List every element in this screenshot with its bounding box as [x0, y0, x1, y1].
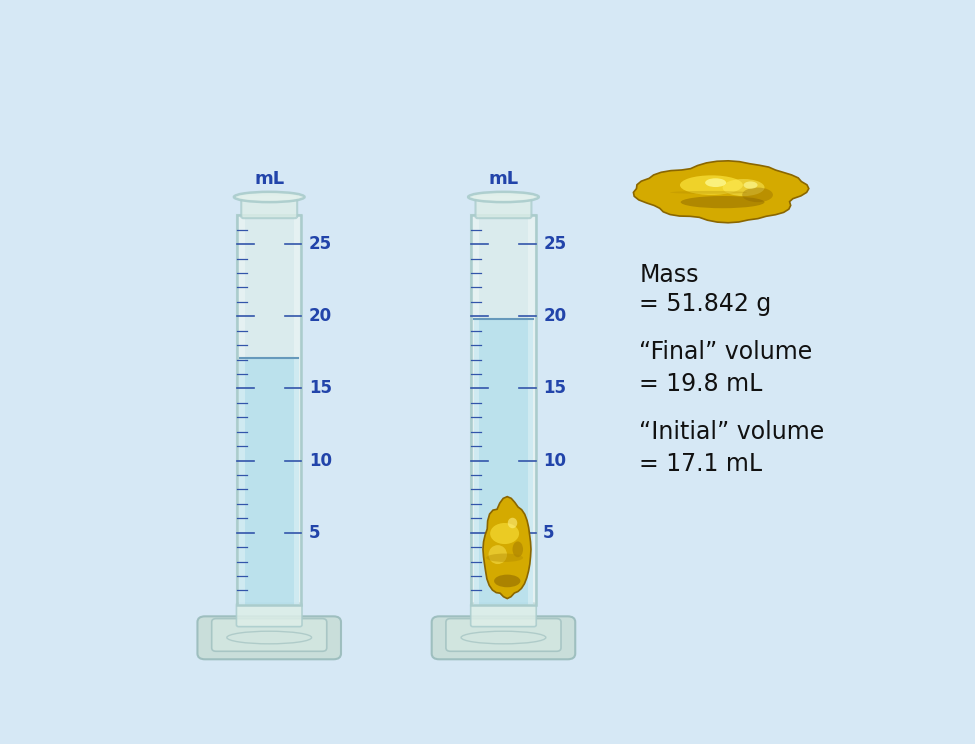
Ellipse shape: [468, 192, 539, 202]
Ellipse shape: [490, 523, 519, 544]
Text: “Final” volume: “Final” volume: [640, 340, 813, 365]
Text: 15: 15: [309, 379, 332, 397]
FancyBboxPatch shape: [471, 603, 536, 626]
Text: 5: 5: [543, 524, 555, 542]
Bar: [293, 215, 301, 605]
FancyBboxPatch shape: [237, 603, 302, 626]
Text: 20: 20: [309, 307, 332, 325]
Ellipse shape: [234, 192, 304, 202]
Ellipse shape: [744, 182, 758, 189]
Polygon shape: [483, 497, 531, 599]
Text: 15: 15: [543, 379, 566, 397]
Text: Mass: Mass: [640, 263, 699, 287]
FancyBboxPatch shape: [471, 215, 535, 605]
Bar: [471, 215, 479, 605]
FancyBboxPatch shape: [241, 195, 297, 218]
Ellipse shape: [488, 545, 507, 564]
Ellipse shape: [705, 179, 726, 187]
Bar: [528, 215, 535, 605]
Polygon shape: [634, 161, 809, 222]
Ellipse shape: [494, 574, 521, 587]
Bar: [240, 358, 299, 605]
Text: = 51.842 g: = 51.842 g: [640, 292, 772, 315]
Text: 25: 25: [309, 235, 332, 253]
Text: mL: mL: [254, 170, 285, 187]
Text: mL: mL: [488, 170, 519, 187]
Text: 25: 25: [543, 235, 566, 253]
FancyBboxPatch shape: [237, 215, 301, 605]
FancyBboxPatch shape: [476, 195, 531, 218]
Ellipse shape: [722, 179, 764, 196]
Ellipse shape: [681, 196, 764, 208]
Ellipse shape: [238, 193, 300, 200]
Ellipse shape: [487, 554, 523, 562]
Ellipse shape: [742, 187, 773, 202]
FancyBboxPatch shape: [212, 618, 327, 651]
Text: 10: 10: [543, 452, 566, 469]
FancyBboxPatch shape: [197, 616, 341, 659]
Text: 5: 5: [309, 524, 321, 542]
Text: = 17.1 mL: = 17.1 mL: [640, 452, 762, 476]
FancyBboxPatch shape: [432, 616, 575, 659]
Text: = 19.8 mL: = 19.8 mL: [640, 372, 762, 396]
Bar: [474, 319, 533, 605]
Text: 10: 10: [309, 452, 332, 469]
Text: 20: 20: [543, 307, 566, 325]
Ellipse shape: [670, 191, 747, 194]
Ellipse shape: [508, 518, 518, 528]
Text: “Initial” volume: “Initial” volume: [640, 420, 825, 444]
Bar: [237, 215, 245, 605]
FancyBboxPatch shape: [446, 618, 561, 651]
Ellipse shape: [680, 176, 743, 195]
Ellipse shape: [472, 193, 534, 200]
Ellipse shape: [702, 196, 758, 199]
Ellipse shape: [513, 542, 523, 557]
